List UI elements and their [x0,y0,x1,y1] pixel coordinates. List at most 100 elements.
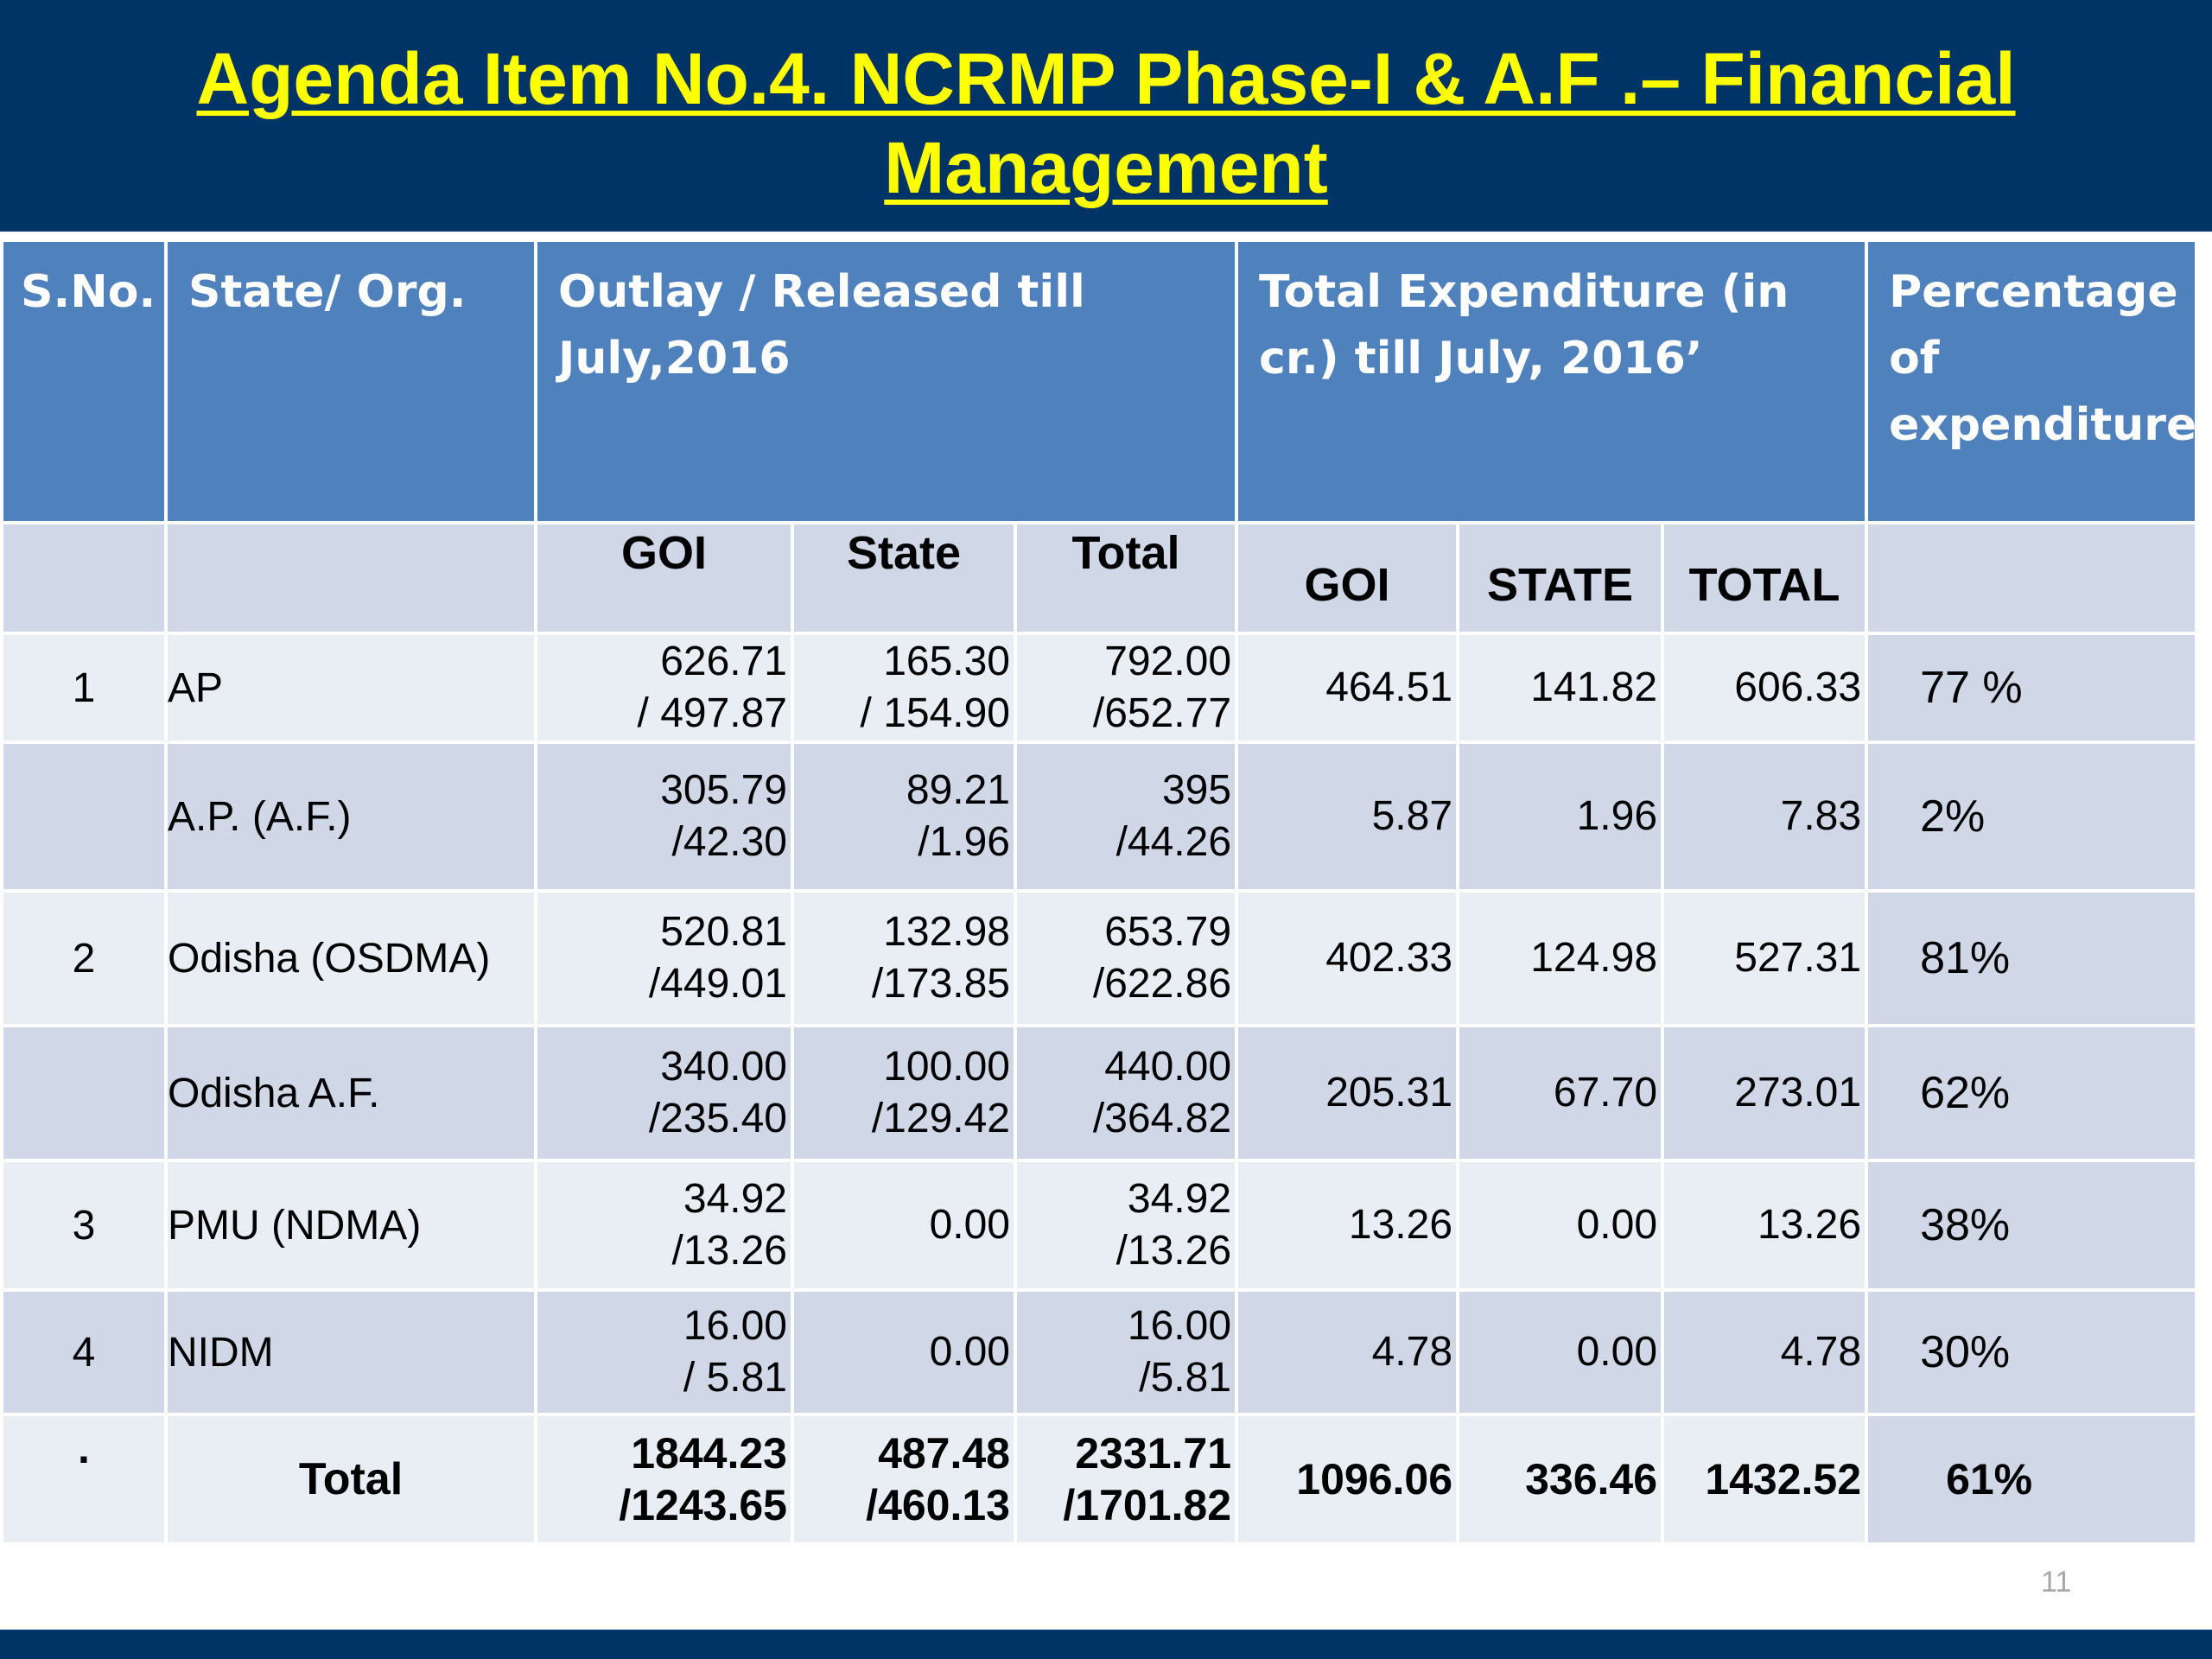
percentage-cell: 62% [1865,1024,2199,1162]
footer-bar [0,1630,2212,1659]
outlay-total-cell-value: 2331.71 [1075,1429,1232,1478]
outlay-state-cell-value: 132.98 [883,909,1010,955]
percentage-cell: 61% [1865,1413,2199,1546]
financial-table: S.No. State/ Org. Outlay / Released till… [0,238,2199,1546]
exp-goi-cell: 13.26 [1235,1159,1460,1292]
outlay-state-cell-value: 0.00 [929,1202,1010,1248]
table-body: S.No. State/ Org. Outlay / Released till… [0,238,2199,1546]
outlay-total-cell: 34.92/13.26 [1013,1159,1239,1292]
percentage-cell: 38% [1865,1159,2199,1292]
percentage-cell: 2% [1865,741,2199,893]
col-header-percentage: Percentage of expenditure [1865,238,2199,524]
slide-title: Agenda Item No.4. NCRMP Phase-I & A.F .–… [0,35,2212,213]
outlay-total-cell-value: 16.00 [1127,1303,1232,1349]
outlay-total-cell: 792.00/652.77 [1013,632,1239,744]
subheader-row: GOI State Total GOI STATE TOTAL [0,521,2199,635]
sno-cell: 3 [0,1159,168,1292]
outlay-total-cell-released: /622.86 [1092,961,1232,1007]
outlay-total-cell-released: /364.82 [1092,1096,1232,1141]
exp-state-cell: 336.46 [1456,1413,1665,1546]
header-row: S.No. State/ Org. Outlay / Released till… [0,238,2199,524]
outlay-total-cell-released: /44.26 [1116,819,1232,865]
exp-state-cell: 0.00 [1456,1159,1665,1292]
outlay-state-cell-value: 487.48 [878,1429,1010,1478]
table-row: 1 AP 626.71/ 497.87 165.30 / 154.90 792.00/65… [0,632,2199,744]
subheader-outlay-total: Total [1013,521,1239,635]
table-row: 4 NIDM 16.00/ 5.81 0.00 16.00/5.81 4.78 0.00 4.… [0,1288,2199,1416]
exp-goi-cell: 402.33 [1235,889,1460,1027]
sno-cell: 1 [0,632,168,744]
subheader-blank-sno [0,521,168,635]
outlay-goi-cell-value: 34.92 [683,1176,787,1222]
table-row: A.P. (A.F.) 305.79/42.30 89.21/1.96 395/44.… [0,741,2199,893]
state-cell: PMU (NDMA) [164,1159,537,1292]
exp-state-cell: 141.82 [1456,632,1665,744]
outlay-goi-cell-released: /235.40 [648,1096,787,1141]
subheader-outlay-goi: GOI [534,521,794,635]
col-header-sno: S.No. [0,238,168,524]
outlay-state-cell: 100.00/129.42 [791,1024,1017,1162]
exp-total-cell: 273.01 [1661,1024,1869,1162]
outlay-state-cell-released: /460.13 [866,1481,1010,1529]
exp-goi-cell: 464.51 [1235,632,1460,744]
exp-goi-cell: 4.78 [1235,1288,1460,1416]
outlay-goi-cell: 16.00 / 5.81 [534,1288,794,1416]
state-cell: AP [164,632,537,744]
outlay-goi-cell-released: /13.26 [671,1228,787,1274]
sno-cell: 2 [0,889,168,1027]
outlay-state-cell: 487.48/460.13 [791,1413,1017,1546]
outlay-state-cell-released: / 154.90 [860,690,1010,736]
outlay-total-cell-released: /652.77 [1092,690,1232,736]
subheader-exp-state: STATE [1456,521,1665,635]
title-line-2: Management [884,127,1328,208]
outlay-total-cell-value: 34.92 [1127,1176,1232,1222]
outlay-goi-cell: 626.71 / 497.87 [534,632,794,744]
percentage-cell: 81% [1865,889,2199,1027]
exp-state-cell: 124.98 [1456,889,1665,1027]
outlay-state-cell: 89.21/1.96 [791,741,1017,893]
exp-state-cell: 0.00 [1456,1288,1665,1416]
outlay-total-cell-value: 395 [1161,767,1232,813]
sno-cell [0,741,168,893]
outlay-goi-cell-value: 1844.23 [631,1429,787,1478]
outlay-state-cell-released: /129.42 [871,1096,1010,1141]
outlay-goi-cell-value: 340.00 [660,1044,787,1090]
outlay-state-cell-value: 165.30 [883,639,1010,684]
exp-total-cell: 4.78 [1661,1288,1869,1416]
outlay-goi-cell-value: 16.00 [683,1303,787,1349]
outlay-total-cell-value: 440.00 [1104,1044,1232,1090]
exp-goi-cell: 1096.06 [1235,1413,1460,1546]
outlay-goi-cell-value: 520.81 [660,909,787,955]
state-cell: Odisha (OSDMA) [164,889,537,1027]
outlay-total-cell-released: /5.81 [1139,1355,1232,1401]
total-label-cell: Total [164,1413,537,1546]
state-cell: Odisha A.F. [164,1024,537,1162]
outlay-state-cell-released: /173.85 [871,961,1010,1007]
outlay-total-cell: 440.00/364.82 [1013,1024,1239,1162]
outlay-state-cell-value: 100.00 [883,1044,1010,1090]
outlay-goi-cell: 305.79/42.30 [534,741,794,893]
outlay-goi-cell-released: / 497.87 [637,690,787,736]
outlay-total-cell-released: /13.26 [1116,1228,1232,1274]
outlay-goi-cell-released: /449.01 [648,961,787,1007]
outlay-goi-cell: 34.92/13.26 [534,1159,794,1292]
outlay-goi-cell-released: /1243.65 [619,1481,787,1529]
title-line-1: Agenda Item No.4. NCRMP Phase-I & A.F .–… [196,38,2016,119]
subheader-blank-pct [1865,521,2199,635]
outlay-state-cell-value: 0.00 [929,1329,1010,1375]
outlay-goi-cell: 520.81/449.01 [534,889,794,1027]
total-row: . Total 1844.23/1243.65 487.48/460.13 2331.7… [0,1413,2199,1546]
table-row: 2 Odisha (OSDMA) 520.81/449.01 132.98/173.8… [0,889,2199,1027]
outlay-total-cell-value: 653.79 [1104,909,1232,955]
outlay-state-cell: 165.30 / 154.90 [791,632,1017,744]
percentage-cell: 77 % [1865,632,2199,744]
subheader-blank-state [164,521,537,635]
exp-total-cell: 527.31 [1661,889,1869,1027]
table-row: 3 PMU (NDMA) 34.92/13.26 0.00 34.92/13.26 13.… [0,1159,2199,1292]
subheader-exp-goi: GOI [1235,521,1460,635]
col-header-outlay: Outlay / Released till July,2016 [533,238,1239,524]
sno-cell [0,1024,168,1162]
outlay-state-cell: 0.00 [791,1159,1017,1292]
state-cell: A.P. (A.F.) [164,741,537,893]
outlay-state-cell: 0.00 [791,1288,1017,1416]
